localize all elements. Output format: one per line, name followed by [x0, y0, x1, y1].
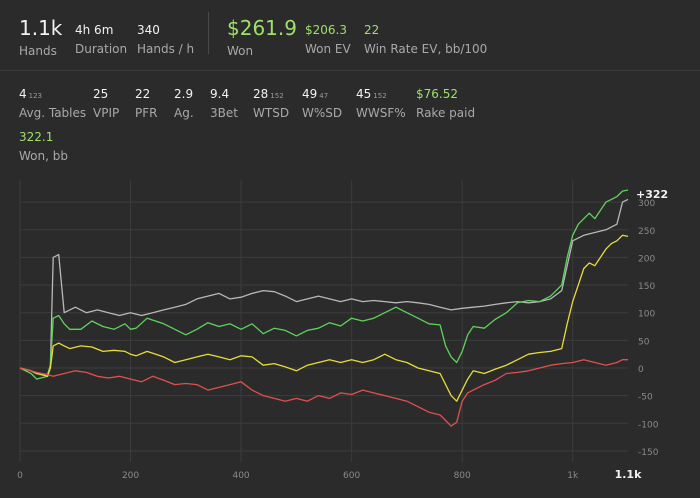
y-tick-label: 250: [638, 227, 655, 237]
series-line-red: [19, 359, 628, 427]
stat-value: 25: [93, 87, 109, 101]
won-bb-label: Won, bb: [19, 149, 68, 163]
stat-label: WTSD: [253, 106, 290, 120]
stat-label: Ag.: [174, 106, 194, 120]
hands-value: 1.1k: [19, 16, 63, 40]
win-rate-ev-value: 22: [364, 23, 380, 37]
stat-wwsf: 45 152 WWSF%: [356, 88, 406, 120]
stat-pfr: 22 PFR: [135, 88, 157, 120]
header-divider: [208, 12, 209, 54]
winnings-chart: 300 250 200 150 100 50 0 -50 -100 -150 0 200 400 600 8…: [17, 180, 668, 481]
hands-per-hour-stat: 340 Hands / h: [137, 24, 194, 56]
stat-sample-count: 123: [28, 92, 43, 100]
hands-stat: 1.1k Hands: [19, 18, 62, 58]
y-tick-label: 150: [638, 282, 655, 292]
y-tick-label: 300: [638, 199, 655, 209]
hands-per-hour-value: 340: [137, 23, 160, 37]
stat-vpip: 25 VPIP: [93, 88, 119, 120]
stat-value: 4: [19, 87, 27, 101]
stat-value: 2.9: [174, 87, 194, 101]
stat-value: 49: [302, 87, 318, 101]
y-tick-label: -100: [638, 420, 659, 430]
stat-sample-count: 152: [373, 92, 387, 100]
y-tick-label: -150: [638, 448, 659, 458]
stat-sample-count: 47: [319, 92, 329, 100]
stat-ag: 2.9 Ag.: [174, 88, 195, 120]
stat-label: PFR: [135, 106, 158, 120]
won-stat: $261.9 Won: [227, 18, 297, 58]
stat-label: W%SD: [302, 106, 343, 120]
win-rate-ev-label: Win Rate EV, bb/100: [364, 42, 488, 56]
series-line-yellow: [19, 234, 629, 402]
x-tick-label: 800: [454, 471, 471, 481]
end-value-label: +322: [636, 188, 668, 201]
y-tick-label: -50: [638, 393, 653, 403]
stat-label: Rake paid: [416, 106, 476, 120]
won-ev-value: $206.3: [305, 23, 347, 37]
won-bb-value: 322.1: [19, 130, 54, 144]
stat-rake-paid: $76.52 Rake paid: [416, 88, 475, 120]
stat-wtsd: 28 152 WTSD: [253, 88, 289, 120]
stat-value: 22: [135, 87, 151, 101]
stat-label: 3Bet: [210, 106, 238, 120]
x-tick-label: 200: [122, 471, 139, 481]
stat-value: $76.52: [416, 87, 458, 101]
stat-w-sd: 49 47 W%SD: [302, 88, 342, 120]
stat-3bet: 9.4 3Bet: [210, 88, 238, 120]
won-value: $261.9: [227, 16, 297, 40]
x-tick-label: 0: [17, 471, 23, 481]
y-tick-label: 50: [638, 337, 650, 347]
x-tick-label: 600: [343, 471, 360, 481]
series-line-gray: [19, 198, 629, 376]
won-bb-stat: 322.1 Won, bb: [19, 131, 68, 163]
hands-label: Hands: [19, 44, 57, 58]
won-ev-label: Won EV: [305, 42, 351, 56]
won-label: Won: [227, 44, 254, 58]
hands-per-hour-label: Hands / h: [137, 42, 195, 56]
stat-value: 28: [253, 87, 269, 101]
duration-stat: 4h 6m Duration: [75, 24, 127, 56]
stat-sample-count: 152: [270, 92, 284, 100]
win-rate-ev-stat: 22 Win Rate EV, bb/100: [364, 24, 487, 56]
header-separator: [0, 70, 700, 71]
y-tick-label: 0: [638, 365, 644, 375]
stat-value: 45: [356, 87, 372, 101]
x-tick-label: 1k: [567, 471, 579, 481]
stat-label: WWSF%: [356, 106, 406, 120]
stat-label: VPIP: [93, 106, 120, 120]
y-tick-label: 100: [638, 310, 655, 320]
y-tick-label: 200: [638, 254, 655, 264]
duration-value: 4h 6m: [75, 23, 114, 37]
won-ev-stat: $206.3 Won EV: [305, 24, 351, 56]
stat-avg-tables: 4 123 Avg. Tables: [19, 88, 86, 120]
stat-value: 9.4: [210, 87, 230, 101]
series-line-green: [19, 189, 629, 380]
duration-label: Duration: [75, 42, 128, 56]
x-tick-label: 400: [232, 471, 249, 481]
stat-label: Avg. Tables: [19, 106, 87, 120]
x-tick-label: 1.1k: [615, 468, 642, 481]
